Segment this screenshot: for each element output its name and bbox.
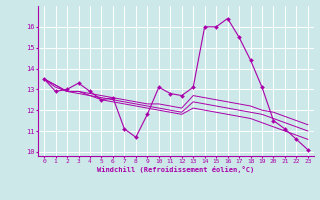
X-axis label: Windchill (Refroidissement éolien,°C): Windchill (Refroidissement éolien,°C) bbox=[97, 166, 255, 173]
